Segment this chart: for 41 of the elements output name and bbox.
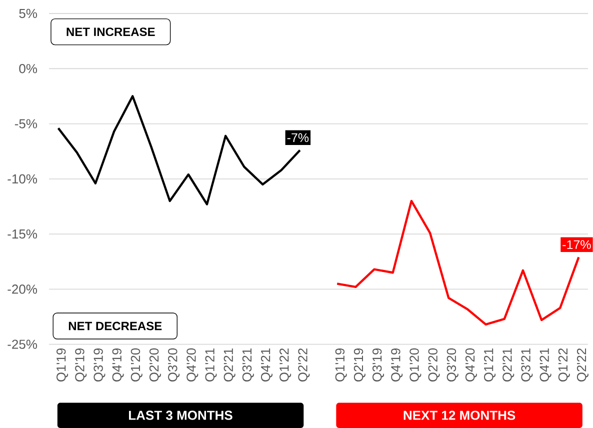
x-tick-label: Q1'20 bbox=[130, 348, 142, 382]
data-label: -7% bbox=[287, 133, 309, 142]
x-tick-label: Q4'20 bbox=[465, 348, 477, 382]
x-tick-label: Q4'21 bbox=[260, 348, 273, 382]
x-tick-label: Q1'19 bbox=[56, 348, 68, 382]
x-tick-label: Q2'19 bbox=[354, 348, 366, 382]
x-tick-label: Q1'22 bbox=[280, 348, 292, 382]
x-tick-label: Q4'20 bbox=[186, 348, 198, 382]
x-tick-label: Q1'19 bbox=[335, 348, 347, 382]
annotation: NET DECREASE bbox=[68, 322, 162, 330]
x-tick-label: Q4'19 bbox=[112, 348, 124, 382]
x-tick-label: Q3'19 bbox=[372, 348, 384, 382]
x-tick-label: Q2'20 bbox=[149, 348, 161, 382]
x-tick-label: Q1'21 bbox=[484, 348, 496, 382]
x-tick-label: Q2'22 bbox=[576, 348, 588, 382]
y-tick-label: -5% bbox=[14, 119, 38, 128]
x-tick-label: Q3'19 bbox=[94, 348, 106, 382]
x-tick-label: Q3'21 bbox=[242, 348, 254, 382]
y-tick-label: -25% bbox=[8, 340, 38, 349]
y-tick-label: 5% bbox=[19, 8, 38, 18]
annotation: NET INCREASE bbox=[66, 28, 155, 36]
text: NEXT 12 MONTHS bbox=[404, 410, 516, 420]
x-tick-label: Q4'21 bbox=[540, 348, 552, 382]
x-tick-label: Q2'21 bbox=[224, 348, 236, 382]
x-tick-label: Q3'21 bbox=[521, 348, 533, 382]
x-tick-label: Q3'20 bbox=[446, 348, 458, 382]
x-tick-label: Q2'20 bbox=[428, 348, 440, 382]
x-tick-label: Q4'19 bbox=[391, 348, 403, 382]
data-label: -17% bbox=[562, 240, 591, 249]
y-tick-label: -10% bbox=[8, 174, 38, 184]
x-tick-label: Q3'20 bbox=[168, 348, 180, 382]
y-tick-label: -15% bbox=[8, 229, 38, 239]
x-tick-label: Q1'21 bbox=[205, 348, 217, 382]
x-tick-label: Q2'19 bbox=[75, 348, 87, 382]
x-tick-label: Q1'20 bbox=[410, 348, 422, 382]
x-tick-label: Q1'22 bbox=[558, 348, 570, 382]
y-tick-label: -20% bbox=[8, 284, 38, 294]
x-tick-label: Q2'22 bbox=[298, 348, 310, 382]
x-tick-label: Q2'21 bbox=[502, 348, 514, 382]
y-tick-label: 0% bbox=[19, 64, 38, 74]
text: LAST 3 MONTHS bbox=[129, 410, 232, 420]
